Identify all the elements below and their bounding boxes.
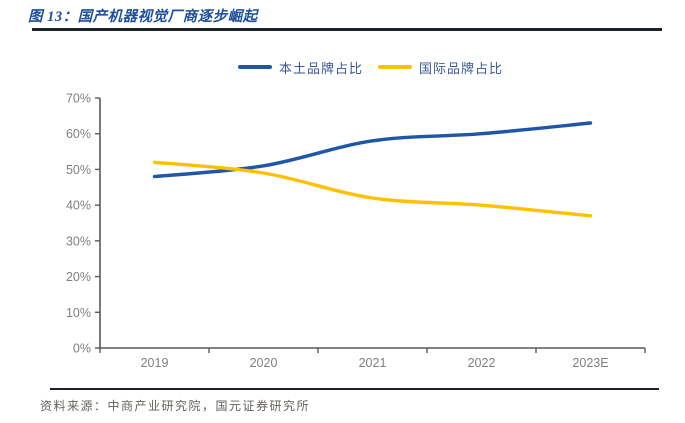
title-divider-line: [32, 28, 662, 31]
y-axis-tick-label: 50%: [66, 163, 91, 177]
x-axis-tick-label: 2022: [468, 356, 496, 370]
x-axis-tick-label: 2023E: [572, 356, 608, 370]
figure-title: 图 13：国产机器视觉厂商逐步崛起: [28, 9, 258, 25]
legend-label-domestic-brand: 本土品牌占比: [279, 60, 364, 76]
chart-legend: 本土品牌占比 国际品牌占比: [0, 58, 685, 76]
x-axis-tick-label: 2021: [359, 356, 387, 370]
y-axis-tick-label: 20%: [66, 270, 91, 284]
y-axis-tick-label: 0%: [73, 342, 91, 356]
source-note: 资料来源：中商产业研究院，国元证券研究所: [40, 399, 311, 413]
y-axis-tick-label: 10%: [66, 306, 91, 320]
legend-swatch-international-brand: [378, 65, 412, 69]
source-divider-line: [50, 388, 659, 390]
axis-lines: [99, 98, 645, 349]
x-axis-tick-label: 2020: [250, 356, 278, 370]
series-line-domestic-brand: [152, 121, 593, 179]
legend-item-domestic-brand[interactable]: 本土品牌占比: [238, 58, 363, 76]
legend-label-international-brand: 国际品牌占比: [419, 60, 504, 76]
legend-swatch-domestic-brand: [238, 65, 272, 69]
x-axis-tick-label: 2019: [141, 356, 169, 370]
legend-item-international-brand[interactable]: 国际品牌占比: [378, 58, 503, 76]
y-axis-tick-label: 70%: [66, 92, 91, 106]
y-axis-tick-label: 30%: [66, 234, 91, 248]
y-axis-tick-label: 40%: [66, 199, 91, 213]
series-line-international-brand: [152, 160, 593, 218]
y-axis-tick-label: 60%: [66, 127, 91, 141]
